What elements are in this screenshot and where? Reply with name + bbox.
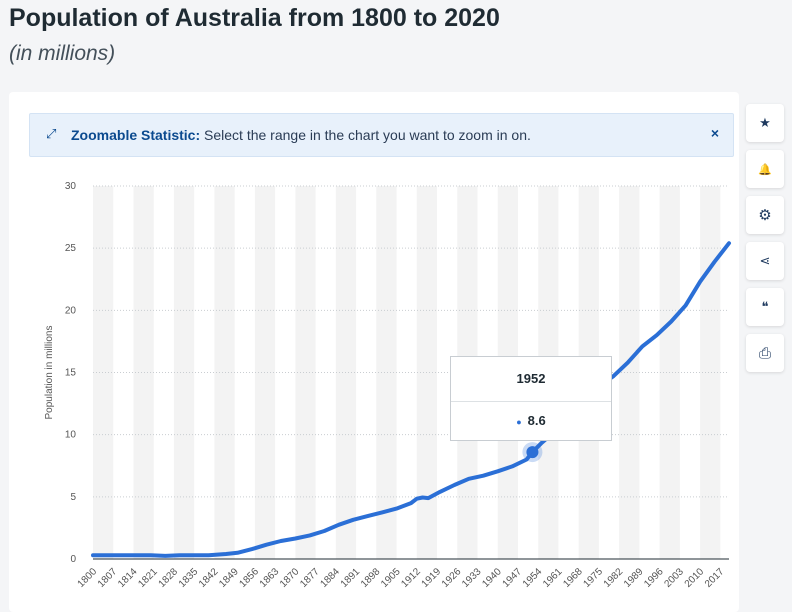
notification-button[interactable]: 🔔: [746, 150, 784, 188]
x-tick-label: 1828: [157, 566, 181, 590]
tooltip-value-row: ● 8.6: [451, 413, 611, 428]
band: [376, 186, 397, 559]
x-tick-label: 1842: [197, 566, 221, 590]
x-tick-label: 1996: [642, 566, 666, 590]
series-dot-icon: ●: [516, 416, 522, 427]
zoom-banner: ⤢ Zoomable Statistic: Select the range i…: [29, 113, 734, 157]
print-icon: ⎙: [758, 344, 771, 362]
expand-arrows-icon: ⤢: [46, 126, 57, 141]
zoom-banner-bold: Zoomable Statistic:: [71, 127, 201, 143]
gear-icon: ⚙: [758, 207, 772, 224]
x-tick-label: 1849: [217, 566, 241, 590]
x-tick-label: 1905: [379, 566, 403, 590]
x-tick-label: 1912: [399, 566, 423, 590]
x-tick-label: 1891: [339, 566, 363, 590]
x-tick-label: 2017: [703, 566, 727, 590]
band: [295, 186, 316, 559]
x-tick-label: 2003: [662, 566, 686, 590]
x-tick-label: 1814: [116, 566, 140, 590]
print-button[interactable]: ⎙: [746, 334, 784, 372]
x-tick-label: 1919: [420, 566, 444, 590]
band: [619, 186, 640, 559]
x-tick-label: 1877: [298, 566, 322, 590]
x-tick-label: 1940: [480, 566, 504, 590]
chart-tooltip: 1952 ● 8.6: [450, 356, 612, 441]
cite-button[interactable]: ❝: [746, 288, 784, 326]
y-tick-label: 10: [65, 430, 77, 441]
quote-icon: ❝: [761, 299, 769, 314]
series-line: [91, 241, 731, 558]
chart-card: [9, 92, 739, 612]
x-tick-label: 1856: [238, 566, 262, 590]
star-icon: ★: [759, 115, 771, 130]
band: [133, 186, 154, 559]
x-tick-label: 1982: [602, 566, 626, 590]
tooltip-value: 8.6: [527, 413, 546, 428]
y-tick-label: 0: [70, 554, 76, 565]
band: [173, 186, 195, 559]
y-axis-label: Population in millions: [44, 326, 55, 420]
zoom-banner-text: Zoomable Statistic: Select the range in …: [71, 127, 531, 143]
band: [93, 186, 114, 559]
x-tick-label: 1926: [440, 566, 464, 590]
zoom-banner-message: Select the range in the chart you want t…: [200, 127, 531, 143]
x-tick-label: 1821: [136, 566, 160, 590]
x-tick-label: 1989: [622, 566, 646, 590]
x-tick-label: 1800: [76, 566, 100, 590]
y-tick-label: 30: [65, 181, 77, 192]
page-subtitle: (in millions): [9, 42, 116, 65]
x-tick-label: 1947: [501, 566, 525, 590]
x-tick-label: 1933: [460, 566, 484, 590]
tooltip-year: 1952: [451, 357, 611, 402]
x-tick-label: 1835: [177, 566, 201, 590]
x-tick-label: 2010: [683, 566, 707, 590]
page-title: Population of Australia from 1800 to 202…: [9, 4, 500, 32]
x-tick-label: 1807: [96, 566, 120, 590]
band: [254, 186, 276, 559]
x-tick-label: 1954: [521, 566, 545, 590]
bell-icon: 🔔: [758, 163, 772, 176]
x-tick-label: 1961: [541, 566, 565, 590]
y-tick-label: 25: [65, 243, 77, 254]
settings-button[interactable]: ⚙: [746, 196, 784, 234]
share-icon: ⋖: [759, 253, 771, 268]
share-button[interactable]: ⋖: [746, 242, 784, 280]
star-button[interactable]: ★: [746, 104, 784, 142]
x-tick-label: 1870: [278, 566, 302, 590]
x-tick-label: 1884: [318, 566, 342, 590]
close-banner-button[interactable]: ×: [710, 125, 719, 141]
band: [700, 186, 721, 559]
y-tick-label: 5: [70, 492, 76, 503]
y-tick-label: 15: [65, 368, 77, 379]
x-tick-label: 1975: [582, 566, 606, 590]
x-tick-label: 1863: [258, 566, 282, 590]
x-tick-label: 1898: [359, 566, 383, 590]
y-tick-label: 20: [65, 305, 77, 316]
band: [214, 186, 235, 559]
highlight-point: [526, 446, 539, 459]
x-tick-label: 1968: [561, 566, 585, 590]
